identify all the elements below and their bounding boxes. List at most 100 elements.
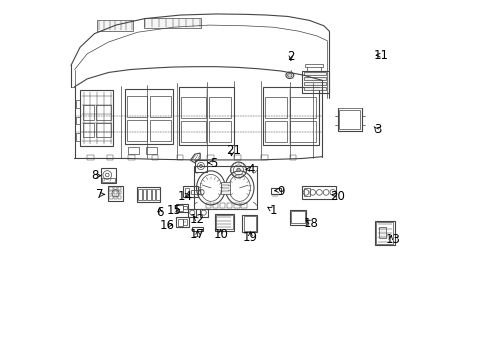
Bar xyxy=(379,227,386,238)
Text: 10: 10 xyxy=(213,228,228,241)
Bar xyxy=(234,155,241,160)
Bar xyxy=(101,168,116,183)
Bar xyxy=(128,155,135,160)
Bar xyxy=(152,155,158,160)
Bar xyxy=(185,188,189,196)
Bar xyxy=(304,188,310,197)
Bar xyxy=(209,97,231,118)
Bar xyxy=(147,147,157,154)
Bar xyxy=(177,155,183,160)
Bar xyxy=(227,203,232,208)
Bar xyxy=(302,71,329,93)
Bar xyxy=(127,120,147,141)
Bar xyxy=(215,214,234,231)
Bar xyxy=(216,215,233,229)
Bar xyxy=(191,190,200,194)
Text: 20: 20 xyxy=(330,190,345,203)
Text: 14: 14 xyxy=(177,190,192,203)
Bar xyxy=(263,87,318,145)
Bar xyxy=(137,187,160,202)
Bar xyxy=(183,206,187,210)
Bar xyxy=(213,203,218,208)
Text: 4: 4 xyxy=(248,163,255,176)
Bar xyxy=(87,155,94,160)
Bar xyxy=(265,97,287,118)
Bar xyxy=(291,211,304,224)
Bar xyxy=(118,191,122,194)
Bar xyxy=(96,123,111,137)
Bar xyxy=(181,121,205,142)
Bar xyxy=(83,105,94,120)
Text: 17: 17 xyxy=(190,228,205,241)
Bar xyxy=(194,166,257,210)
Circle shape xyxy=(199,165,202,167)
Bar xyxy=(195,160,207,172)
Bar xyxy=(97,21,133,31)
Bar xyxy=(118,196,122,199)
Bar xyxy=(152,189,155,200)
Bar xyxy=(96,105,111,120)
Bar xyxy=(265,121,287,142)
Bar xyxy=(242,203,247,208)
Bar xyxy=(209,121,231,142)
Text: 6: 6 xyxy=(156,207,163,220)
Text: 12: 12 xyxy=(190,213,205,226)
Bar xyxy=(188,209,196,217)
Text: 16: 16 xyxy=(159,219,174,233)
Bar xyxy=(108,186,123,201)
Text: 11: 11 xyxy=(374,49,389,62)
Bar xyxy=(290,121,316,142)
Bar xyxy=(127,96,147,117)
Bar xyxy=(220,203,225,208)
Text: 1: 1 xyxy=(269,204,277,217)
Bar xyxy=(125,89,173,144)
Bar xyxy=(375,221,394,245)
Bar xyxy=(176,217,189,227)
Bar xyxy=(156,189,160,200)
Bar xyxy=(242,215,257,232)
Bar xyxy=(101,178,115,182)
Bar xyxy=(177,219,183,226)
Bar xyxy=(176,204,188,212)
Text: 2: 2 xyxy=(287,50,294,63)
Bar xyxy=(76,134,80,140)
Bar xyxy=(150,96,171,117)
Bar xyxy=(143,189,147,200)
Bar xyxy=(205,203,211,208)
Bar xyxy=(290,155,296,160)
Bar xyxy=(109,196,113,199)
Bar xyxy=(150,120,171,141)
Bar xyxy=(207,155,214,160)
Bar xyxy=(376,222,393,244)
Text: 19: 19 xyxy=(243,231,258,244)
Bar xyxy=(118,187,122,190)
Text: 13: 13 xyxy=(385,233,400,246)
Bar xyxy=(244,216,256,230)
Text: 7: 7 xyxy=(96,188,103,201)
Bar xyxy=(261,155,268,160)
Bar xyxy=(339,110,360,129)
Bar xyxy=(144,18,201,28)
Bar xyxy=(200,209,208,217)
Bar xyxy=(302,186,337,199)
Bar xyxy=(114,196,117,199)
Bar xyxy=(76,100,80,108)
Bar xyxy=(109,191,113,194)
Text: 3: 3 xyxy=(374,123,381,136)
Bar xyxy=(220,182,230,194)
Bar xyxy=(234,203,240,208)
Bar xyxy=(304,72,326,75)
Bar xyxy=(192,227,203,231)
Bar xyxy=(107,155,113,160)
Bar xyxy=(304,77,326,80)
Bar xyxy=(304,82,326,85)
Bar xyxy=(304,87,326,90)
Bar xyxy=(183,186,197,197)
Text: 21: 21 xyxy=(226,144,241,157)
Bar xyxy=(177,205,183,211)
Bar xyxy=(109,187,113,190)
Bar xyxy=(181,97,205,118)
Bar xyxy=(76,117,80,125)
Text: 8: 8 xyxy=(92,169,99,182)
Bar xyxy=(179,87,234,145)
